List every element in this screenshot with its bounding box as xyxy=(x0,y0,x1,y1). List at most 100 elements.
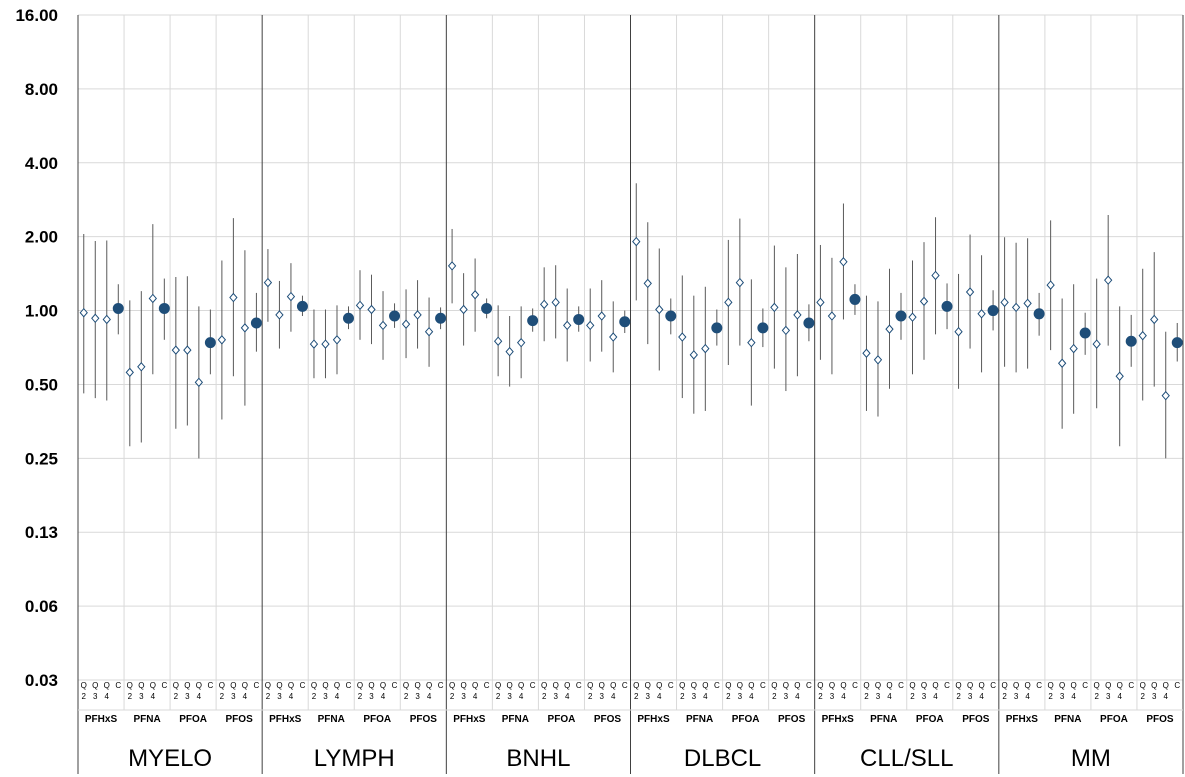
y-tick-label: 8.00 xyxy=(25,80,58,99)
subgroup-label: PFHxS xyxy=(85,714,118,725)
point-label-top: Q xyxy=(1140,681,1146,690)
quartile-estimate-marker xyxy=(275,310,284,320)
point-label-bottom: 4 xyxy=(565,692,570,701)
continuous-estimate-marker xyxy=(757,322,769,334)
point-label-top: Q xyxy=(138,681,144,690)
point-label-top: Q xyxy=(1001,681,1007,690)
quartile-estimate-marker xyxy=(793,310,802,320)
point-label-top: Q xyxy=(403,681,409,690)
y-tick-label: 16.00 xyxy=(15,6,58,25)
point-label-bottom: 2 xyxy=(496,692,501,701)
point-label-bottom: 3 xyxy=(507,692,512,701)
quartile-estimate-marker xyxy=(908,312,917,322)
subgroup-label: PFOS xyxy=(962,714,990,725)
subgroup-label: PFNA xyxy=(318,714,345,725)
quartile-estimate-marker xyxy=(1057,358,1067,369)
point-label-top: Q xyxy=(771,681,777,690)
point-label-bottom: 4 xyxy=(657,692,662,701)
point-label-top: Q xyxy=(691,681,697,690)
quartile-estimate-marker xyxy=(332,335,342,345)
point-label-bottom: 4 xyxy=(703,692,708,701)
quartile-estimate-marker xyxy=(309,339,319,349)
point-label-top: Q xyxy=(1094,681,1100,690)
quartile-estimate-marker xyxy=(678,332,687,342)
point-label-bottom: 4 xyxy=(335,692,340,701)
point-label-top: Q xyxy=(81,681,87,690)
point-label-bottom: 2 xyxy=(82,692,87,701)
continuous-estimate-marker xyxy=(158,302,170,314)
point-label-bottom: 3 xyxy=(139,692,144,701)
point-label-top: C xyxy=(944,681,950,690)
point-label-bottom: 3 xyxy=(784,692,789,701)
point-label-bottom: 4 xyxy=(427,692,432,701)
point-label-top: Q xyxy=(829,681,835,690)
quartile-estimate-marker xyxy=(885,324,894,334)
point-label-bottom: 3 xyxy=(415,692,420,701)
point-label-top: C xyxy=(115,681,121,690)
subgroup-label: PFHxS xyxy=(453,714,486,725)
quartile-estimate-marker xyxy=(689,350,698,360)
point-label-top: Q xyxy=(414,681,420,690)
subgroup-label: PFOA xyxy=(363,714,391,725)
y-tick-label: 0.50 xyxy=(25,375,58,394)
point-label-top: Q xyxy=(610,681,616,690)
point-label-top: Q xyxy=(518,681,524,690)
point-label-top: Q xyxy=(150,681,156,690)
subgroup-label: PFOA xyxy=(732,714,760,725)
point-label-top: C xyxy=(1174,681,1180,690)
quartile-estimate-marker xyxy=(413,310,422,320)
point-label-top: Q xyxy=(460,681,466,690)
subgroup-label: PFHxS xyxy=(269,714,302,725)
quartile-estimate-marker xyxy=(862,348,871,359)
point-label-bottom: 2 xyxy=(174,692,179,701)
point-label-top: C xyxy=(392,681,398,690)
quartile-estimate-marker xyxy=(839,257,848,267)
point-label-top: Q xyxy=(311,681,317,690)
continuous-estimate-marker xyxy=(665,310,677,322)
continuous-estimate-marker xyxy=(389,310,401,322)
point-label-bottom: 2 xyxy=(358,692,363,701)
point-label-bottom: 3 xyxy=(93,692,98,701)
point-label-top: Q xyxy=(978,681,984,690)
point-label-bottom: 2 xyxy=(312,692,317,701)
quartile-estimate-marker xyxy=(470,289,480,300)
y-tick-label: 0.03 xyxy=(25,671,58,690)
quartile-estimate-marker xyxy=(586,320,595,331)
point-label-bottom: 3 xyxy=(369,692,374,701)
quartile-estimate-marker xyxy=(1115,371,1124,381)
subgroup-label: PFNA xyxy=(870,714,897,725)
group-label: MYELO xyxy=(128,745,212,772)
point-label-top: Q xyxy=(679,681,685,690)
point-label-top: Q xyxy=(875,681,881,690)
point-label-bottom: 2 xyxy=(1002,692,1007,701)
quartile-estimate-marker xyxy=(217,335,227,345)
point-label-bottom: 4 xyxy=(1025,692,1030,701)
continuous-estimate-marker xyxy=(849,293,861,305)
point-label-top: Q xyxy=(173,681,179,690)
point-label-top: Q xyxy=(783,681,789,690)
point-label-top: Q xyxy=(737,681,743,690)
point-label-bottom: 4 xyxy=(381,692,386,701)
point-label-top: Q xyxy=(645,681,651,690)
point-label-top: Q xyxy=(495,681,501,690)
point-label-bottom: 4 xyxy=(979,692,984,701)
continuous-estimate-marker xyxy=(527,315,539,327)
subgroup-label: PFNA xyxy=(133,714,160,725)
quartile-estimate-marker xyxy=(378,320,388,331)
point-label-bottom: 2 xyxy=(1094,692,1099,701)
quartile-estimate-marker xyxy=(873,355,883,365)
quartile-estimate-marker xyxy=(263,277,273,288)
point-label-top: Q xyxy=(1071,681,1077,690)
point-label-top: C xyxy=(161,681,167,690)
point-label-bottom: 4 xyxy=(887,692,892,701)
quartile-estimate-marker xyxy=(102,314,111,325)
point-label-bottom: 3 xyxy=(692,692,697,701)
y-axis-tick-labels: 16.00 8.00 4.00 2.00 1.00 0.50 0.25 0.13 0.06 0.0… xyxy=(15,6,58,690)
quartile-estimate-marker xyxy=(655,304,664,315)
y-tick-label: 0.25 xyxy=(25,449,58,468)
quartile-estimate-marker xyxy=(827,311,837,321)
point-label-bottom: 2 xyxy=(450,692,455,701)
point-label-top: Q xyxy=(932,681,938,690)
point-label-top: C xyxy=(898,681,904,690)
